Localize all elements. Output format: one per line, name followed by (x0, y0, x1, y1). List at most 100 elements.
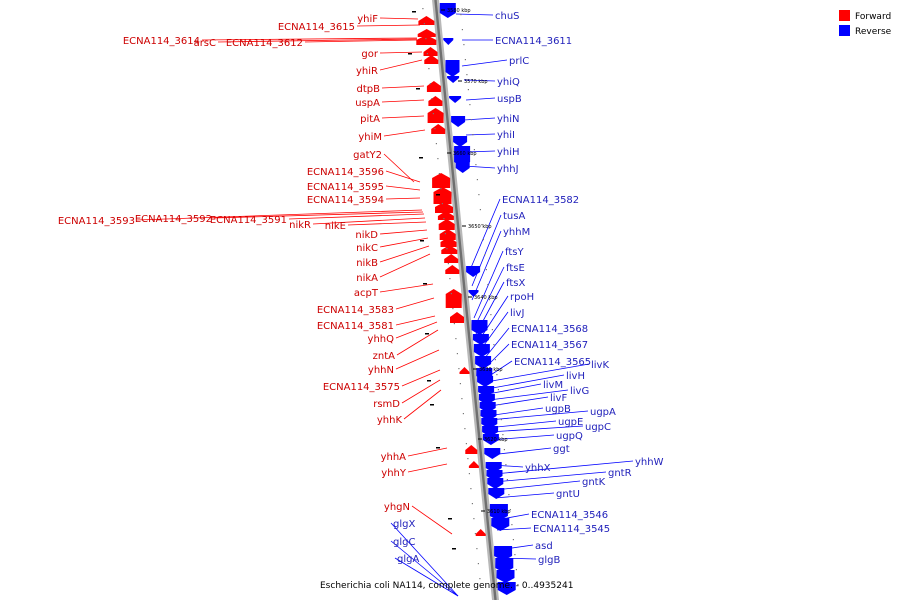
track-dot (484, 254, 486, 256)
feature-dash (423, 283, 427, 285)
track-dot (491, 329, 493, 331)
reverse-connector (469, 198, 501, 271)
tick-label: 3640 kbp (474, 295, 498, 301)
genome-backbone (432, 0, 499, 600)
track-dot (494, 359, 496, 361)
forward-gene-label: ECNA114_3575 (323, 382, 400, 393)
forward-gene-label: rsmD (373, 399, 400, 410)
track-dot (453, 323, 455, 325)
reverse-connector (455, 13, 494, 16)
forward-feature (468, 461, 479, 468)
track-dot (493, 344, 495, 346)
track-dot (515, 569, 517, 571)
forward-connector (136, 209, 423, 221)
reverse-feature (473, 344, 490, 357)
reverse-feature (489, 504, 508, 521)
track-dot (488, 299, 490, 301)
forward-feature (439, 229, 456, 240)
reverse-feature (453, 136, 468, 147)
track-dot (476, 548, 478, 550)
forward-connector (356, 24, 421, 27)
track-dot (479, 209, 481, 211)
reverse-gene-label: ugpB (545, 404, 571, 415)
forward-gene-label: yhiF (357, 14, 378, 25)
forward-feature (435, 202, 453, 213)
reverse-connector (474, 266, 505, 327)
reverse-connector (488, 425, 584, 433)
reverse-feature (482, 434, 499, 445)
forward-gene-label: nikE (325, 221, 346, 232)
track-dot (432, 113, 434, 115)
forward-connector (217, 38, 418, 43)
feature-dash (408, 53, 412, 55)
forward-connector (381, 99, 425, 103)
reverse-gene-label: glgA (397, 554, 419, 565)
forward-connector (379, 59, 423, 71)
track-dot (512, 539, 514, 541)
forward-connector (403, 389, 442, 420)
reverse-gene-label: uspB (497, 94, 522, 105)
feature-dash (416, 88, 420, 90)
reverse-connector (489, 396, 549, 407)
track-dot (467, 458, 469, 460)
track-dot (503, 449, 505, 451)
reverse-connector (487, 383, 542, 395)
forward-gene-label: nikA (356, 273, 378, 284)
track-dot (464, 59, 466, 61)
caption: Escherichia coli NA114, complete genome.… (320, 581, 573, 591)
reverse-gene-label: glgX (393, 519, 415, 530)
forward-feature (424, 55, 439, 64)
reverse-connector (488, 389, 569, 401)
track-dot (437, 158, 439, 160)
tick-label: 3650 kbp (468, 224, 492, 230)
reverse-feature (447, 76, 460, 83)
forward-gene-label: yhhQ (368, 334, 395, 345)
forward-connector (395, 321, 438, 339)
track-dot (468, 473, 470, 475)
forward-gene-label: ECNA114_3612 (226, 38, 303, 49)
forward-feature (433, 187, 452, 204)
forward-connector (383, 153, 415, 183)
reverse-gene-label: ftsY (505, 247, 524, 258)
reverse-feature (477, 376, 494, 387)
reverse-connector (494, 492, 555, 499)
forward-connector (312, 217, 426, 225)
forward-connector (379, 253, 431, 278)
track-dot (435, 143, 437, 145)
forward-gene-label: ECNA114_3594 (307, 195, 384, 206)
forward-gene-label: arsC (194, 38, 216, 49)
reverse-gene-label: yhiN (497, 114, 520, 125)
tick-label: 3660 kbp (453, 151, 477, 157)
track-dot (425, 38, 427, 40)
track-dot (452, 308, 454, 310)
track-dot (434, 128, 436, 130)
reverse-gene-label: prlC (509, 56, 529, 67)
reverse-feature (495, 558, 514, 573)
forward-gene-label: yhiM (358, 132, 382, 143)
reverse-gene-label: ECNA114_3611 (495, 36, 572, 47)
track-dot (426, 53, 428, 55)
forward-feature (441, 245, 458, 254)
track-dot (462, 413, 464, 415)
reverse-feature (488, 488, 505, 499)
track-dot (460, 14, 462, 16)
track-dot (441, 203, 443, 205)
forward-gene-label: gatY2 (353, 150, 382, 161)
reverse-gene-label: gntU (556, 489, 580, 500)
track-dot (463, 44, 465, 46)
track-dot (511, 524, 513, 526)
track-dot (423, 23, 425, 25)
forward-gene-label: uspA (355, 98, 380, 109)
track-dot (422, 8, 424, 10)
feature-dash (430, 404, 434, 406)
track-dot (487, 284, 489, 286)
tick-label: 3610 kbp (487, 509, 511, 515)
reverse-feature (472, 334, 489, 345)
reverse-gene-label: ugpQ (556, 431, 583, 442)
forward-gene-label: ECNA114_3591 (210, 215, 287, 226)
forward-gene-label: nikR (289, 220, 311, 231)
track-dot (471, 503, 473, 505)
track-dot (508, 494, 510, 496)
forward-gene-label: yhiR (356, 66, 378, 77)
track-dot (477, 563, 479, 565)
